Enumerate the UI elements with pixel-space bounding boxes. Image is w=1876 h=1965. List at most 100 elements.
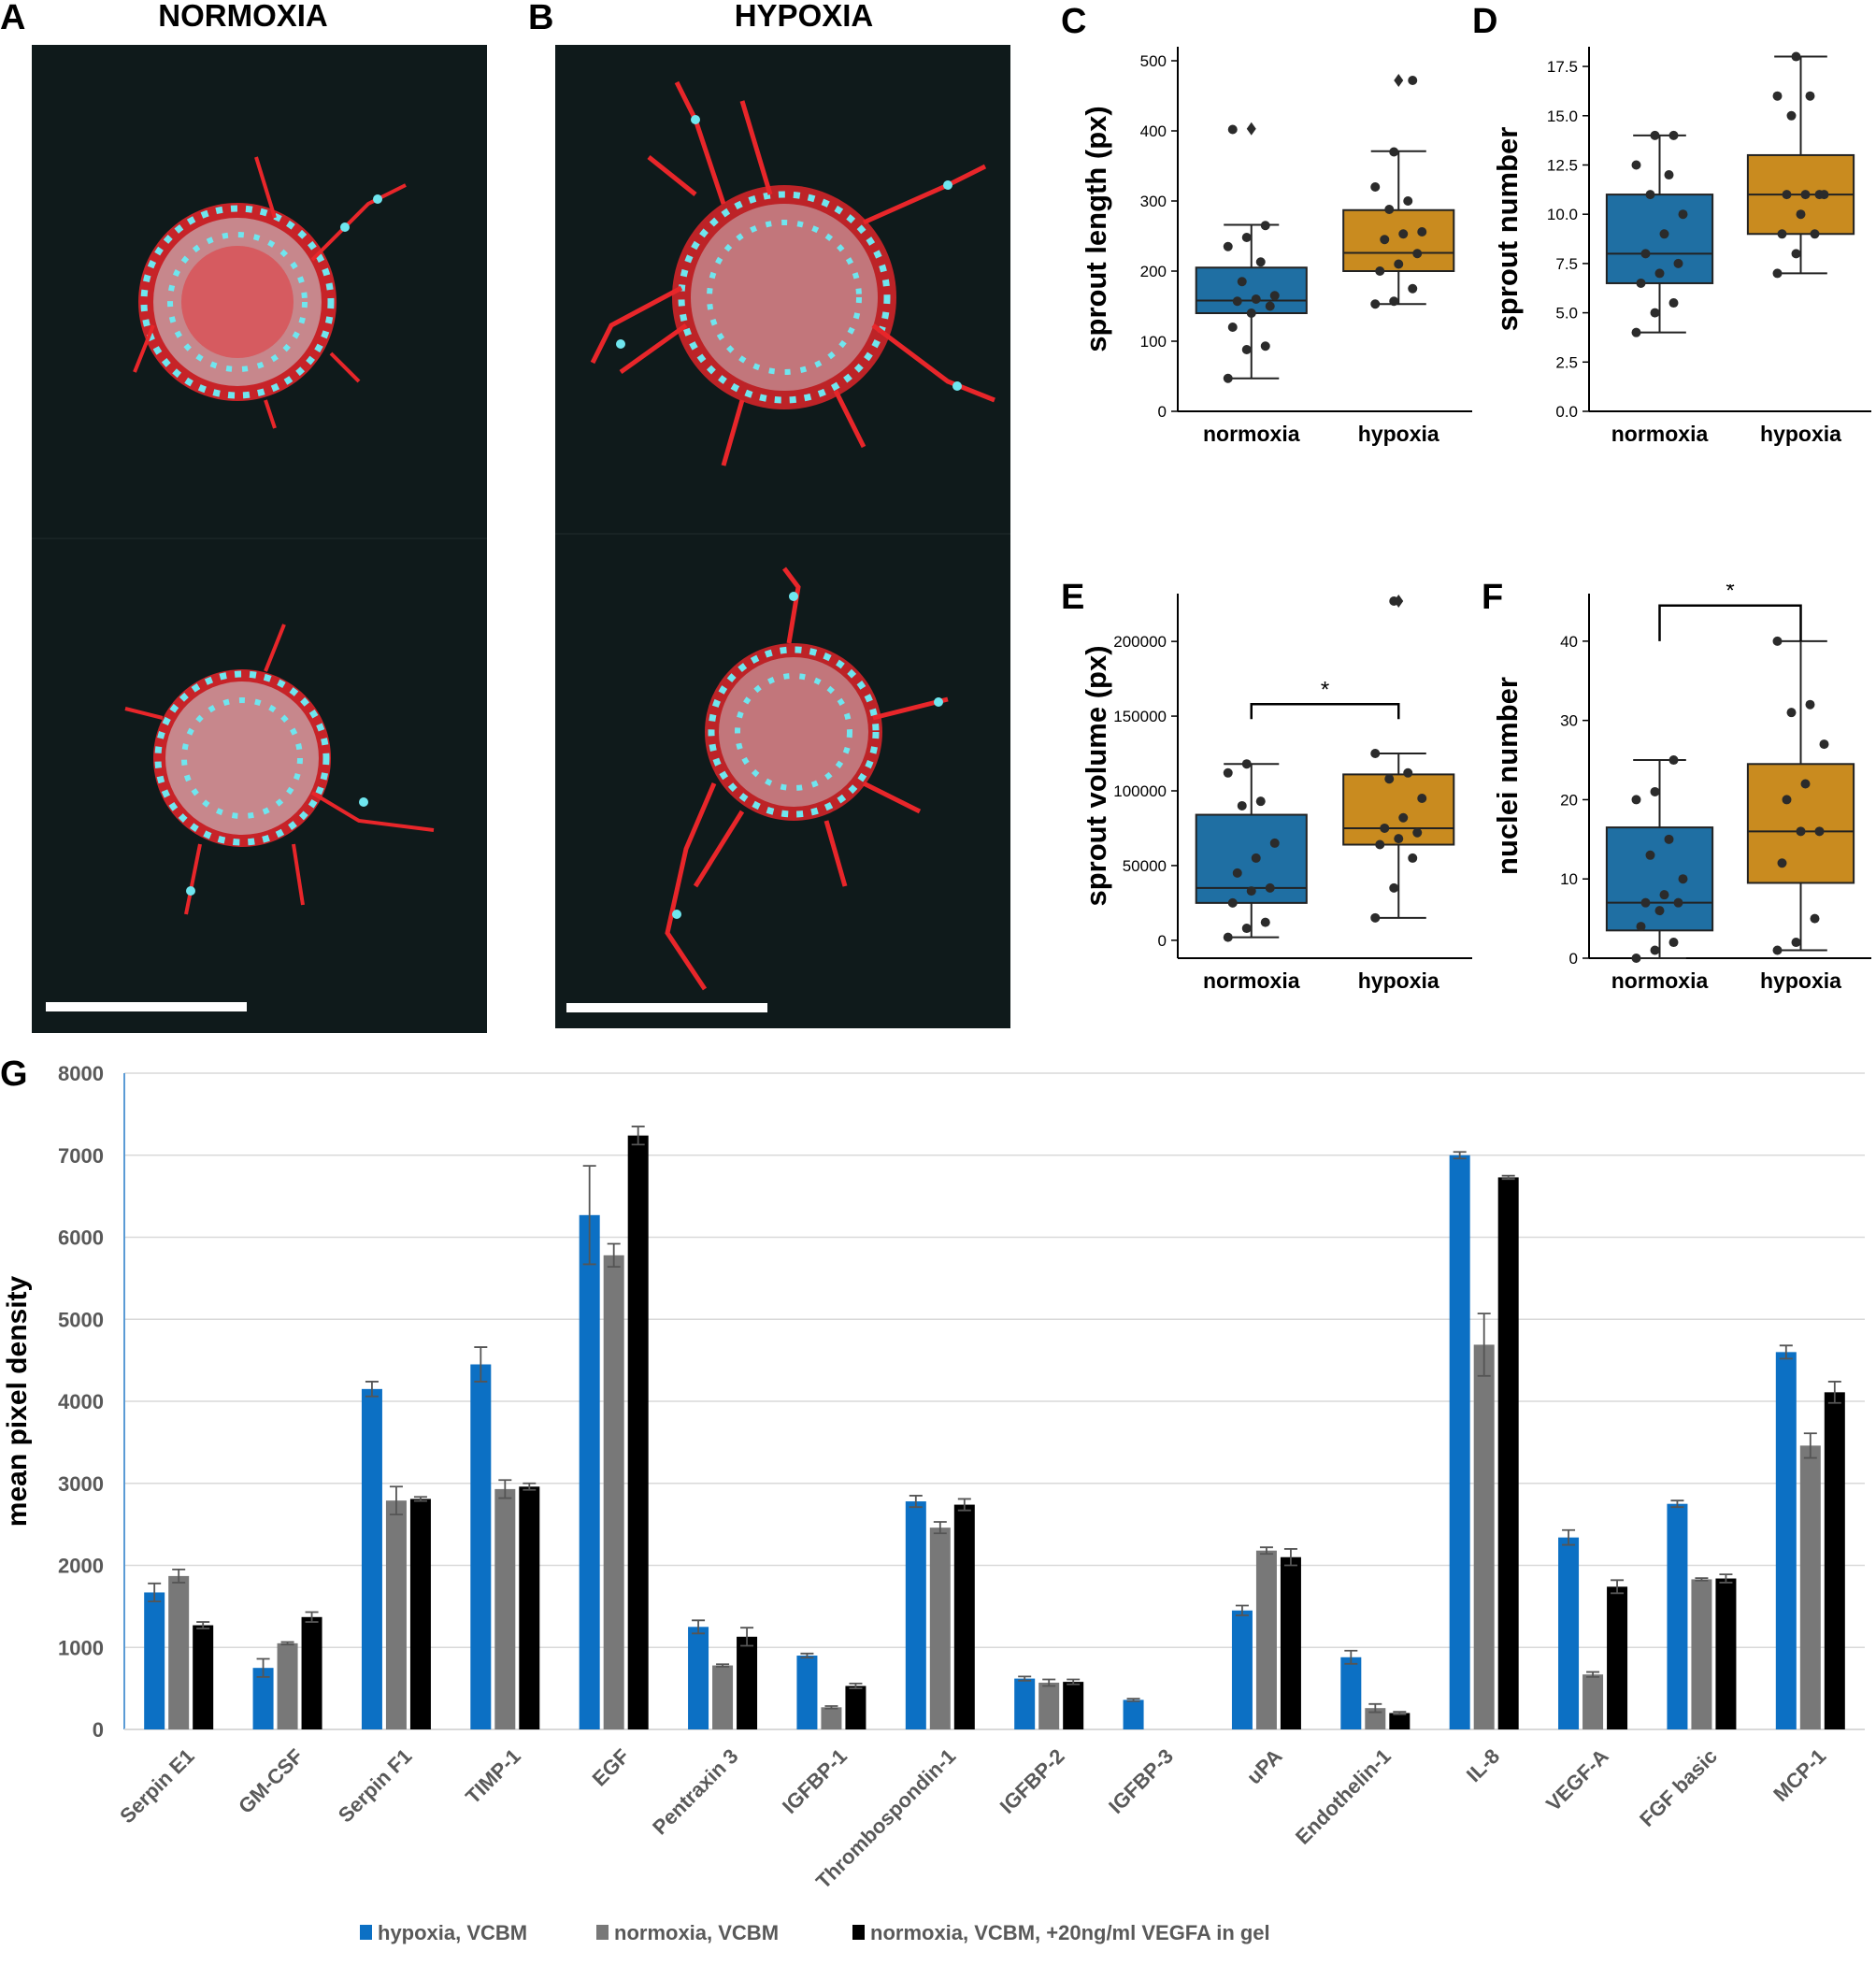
data-point — [1260, 341, 1270, 351]
error-bar — [1235, 1604, 1249, 1616]
box-hypoxia — [1342, 594, 1455, 923]
normoxia-micrograph — [32, 45, 487, 1033]
data-point — [1408, 76, 1418, 85]
data-point — [1772, 268, 1783, 279]
data-point — [1819, 739, 1829, 750]
error-bar — [1611, 1579, 1625, 1595]
bar — [1824, 1392, 1845, 1729]
y-tick-label: 100000 — [1113, 782, 1167, 800]
data-point — [1636, 278, 1646, 288]
data-point — [1384, 774, 1395, 784]
data-point — [1800, 779, 1811, 789]
bar — [168, 1575, 190, 1729]
data-point — [1241, 759, 1252, 769]
data-point — [1269, 838, 1280, 848]
bar — [1607, 1586, 1628, 1729]
hypoxia-title: HYPOXIA — [734, 0, 874, 33]
data-point — [1232, 296, 1242, 307]
x-category-label: hypoxia — [1760, 968, 1841, 993]
bar — [144, 1592, 165, 1729]
data-point — [1791, 51, 1801, 62]
bar — [1582, 1674, 1604, 1729]
bar-group-upa — [1231, 1546, 1301, 1729]
iqr-box — [1605, 194, 1714, 284]
error-bar — [172, 1568, 186, 1584]
panel-letter-b: B — [528, 0, 554, 37]
x-category-label: Serpin F1 — [334, 1744, 417, 1828]
data-point — [1370, 299, 1381, 309]
data-point — [1659, 890, 1669, 900]
data-point — [1631, 954, 1641, 963]
bar — [1365, 1708, 1386, 1729]
significance-label: * — [1321, 677, 1329, 702]
data-point — [1223, 767, 1233, 778]
x-category-label: Pentraxin 3 — [648, 1744, 743, 1840]
bar-group-igfbp-2 — [1014, 1675, 1084, 1729]
iqr-box — [1746, 763, 1855, 884]
error-bar — [692, 1619, 706, 1635]
y-tick-label: 200 — [1140, 263, 1167, 280]
error-bar — [740, 1627, 754, 1647]
spheroid-hypoxia-top — [590, 80, 995, 466]
y-axis-label: sprout volume (px) — [1080, 645, 1112, 906]
data-point — [1819, 190, 1829, 200]
outlier-marker — [1394, 594, 1404, 608]
x-category-label: hypoxia — [1358, 422, 1439, 446]
box-plot-sprout-number: 0.0 2.5 5.0 7.5 10.0 12.5 15.0 17.5 sprout numbe… — [1491, 47, 1871, 446]
data-point — [1380, 235, 1390, 245]
error-bar — [824, 1705, 838, 1710]
spheroid-hypoxia-bottom — [665, 567, 949, 991]
data-point — [1782, 190, 1792, 200]
data-point — [1417, 227, 1427, 237]
data-point — [1777, 229, 1787, 239]
bar — [1038, 1682, 1060, 1729]
data-point — [1791, 249, 1801, 259]
data-point — [1237, 277, 1247, 287]
bar — [1014, 1678, 1036, 1729]
error-bar — [1501, 1174, 1515, 1181]
bar — [929, 1528, 951, 1729]
bar — [1799, 1445, 1821, 1729]
error-bar — [389, 1485, 403, 1515]
y-tick-label: 0.0 — [1555, 403, 1578, 421]
bar — [1691, 1579, 1712, 1729]
data-point — [1664, 170, 1674, 180]
x-category-label: normoxia — [1203, 422, 1300, 446]
x-category-label: Endothelin-1 — [1291, 1744, 1396, 1849]
bar — [1123, 1700, 1144, 1729]
box-normoxia — [1195, 759, 1308, 942]
bar-group-egf — [579, 1126, 649, 1729]
bar — [519, 1486, 540, 1729]
y-tick-label: 2.5 — [1555, 353, 1578, 371]
error-bar — [474, 1346, 488, 1383]
data-point — [1810, 913, 1820, 924]
data-point — [1370, 749, 1381, 759]
bar — [1449, 1155, 1470, 1729]
bar-group-timp-1 — [470, 1346, 540, 1729]
data-point — [1772, 91, 1783, 101]
error-bar — [1695, 1577, 1709, 1582]
y-axis-label: sprout length (px) — [1080, 106, 1112, 351]
outlier-marker — [1246, 122, 1256, 136]
legend-swatch — [852, 1925, 865, 1940]
legend-label: normoxia, VCBM — [614, 1921, 779, 1944]
error-bar — [800, 1652, 814, 1659]
y-tick-label: 20 — [1560, 791, 1578, 809]
bar — [579, 1214, 600, 1729]
hypoxia-micrograph — [555, 45, 1010, 1028]
iqr-box — [1195, 266, 1308, 314]
outlier-marker — [1394, 74, 1404, 87]
error-bar — [498, 1479, 512, 1499]
x-category-label: hypoxia — [1760, 422, 1841, 446]
data-point — [1631, 795, 1641, 805]
data-point — [1241, 233, 1252, 242]
x-category-label: uPA — [1242, 1744, 1287, 1789]
data-point — [1260, 917, 1270, 927]
data-point — [1668, 755, 1679, 766]
error-bar — [582, 1165, 596, 1266]
data-point — [1631, 327, 1641, 337]
y-tick-label: 300 — [1140, 193, 1167, 210]
error-bar — [256, 1657, 270, 1678]
data-point — [1412, 249, 1423, 259]
